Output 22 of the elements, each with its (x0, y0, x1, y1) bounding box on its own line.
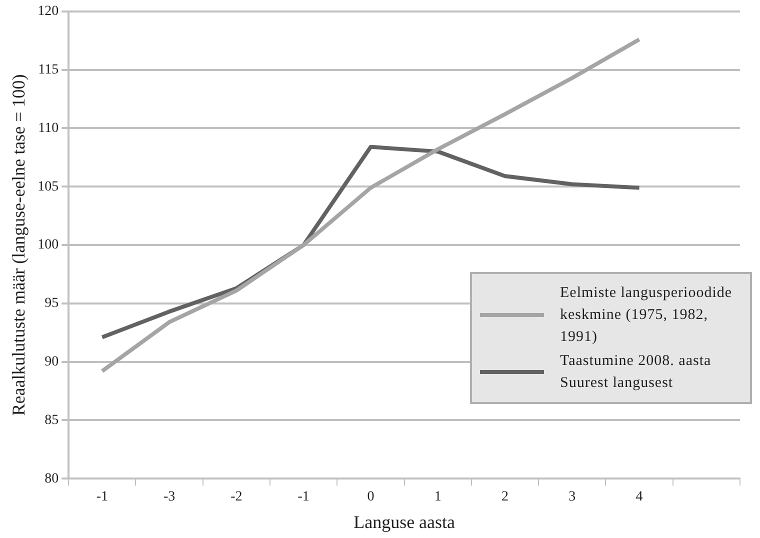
x-tick-label: -3 (163, 490, 176, 505)
legend-label: Eelmiste langusperioodide keskmine (1975, 1982, 1991) (560, 284, 734, 347)
x-tick-label: 3 (568, 490, 576, 505)
x-tick-label: 2 (502, 490, 509, 505)
y-tick-label: 105 (38, 179, 59, 194)
y-tick-label: 110 (38, 120, 59, 136)
y-tick-label: 100 (38, 238, 59, 253)
x-tick-label: -2 (230, 490, 242, 505)
y-tick-label: 85 (44, 412, 59, 428)
y-axis-title: Reaalkulutuste määr (languse-eelne tase = 100) (8, 74, 29, 416)
y-tick-label: 120 (38, 4, 59, 20)
y-tick-label: 95 (44, 296, 59, 312)
x-axis-title: Languse aasta (354, 512, 456, 532)
y-tick-label: 80 (44, 471, 59, 486)
x-tick-label: 4 (636, 490, 643, 505)
x-tick-label: 0 (367, 490, 374, 505)
x-tick-label: -1 (96, 490, 108, 505)
y-tick-label: 90 (44, 354, 59, 370)
y-tick-label: 115 (38, 62, 59, 78)
legend-label: Taastumine 2008. aasta Suurest langusest (560, 352, 712, 393)
x-tick-label: -1 (298, 490, 310, 505)
x-tick-label: 1 (434, 490, 442, 505)
